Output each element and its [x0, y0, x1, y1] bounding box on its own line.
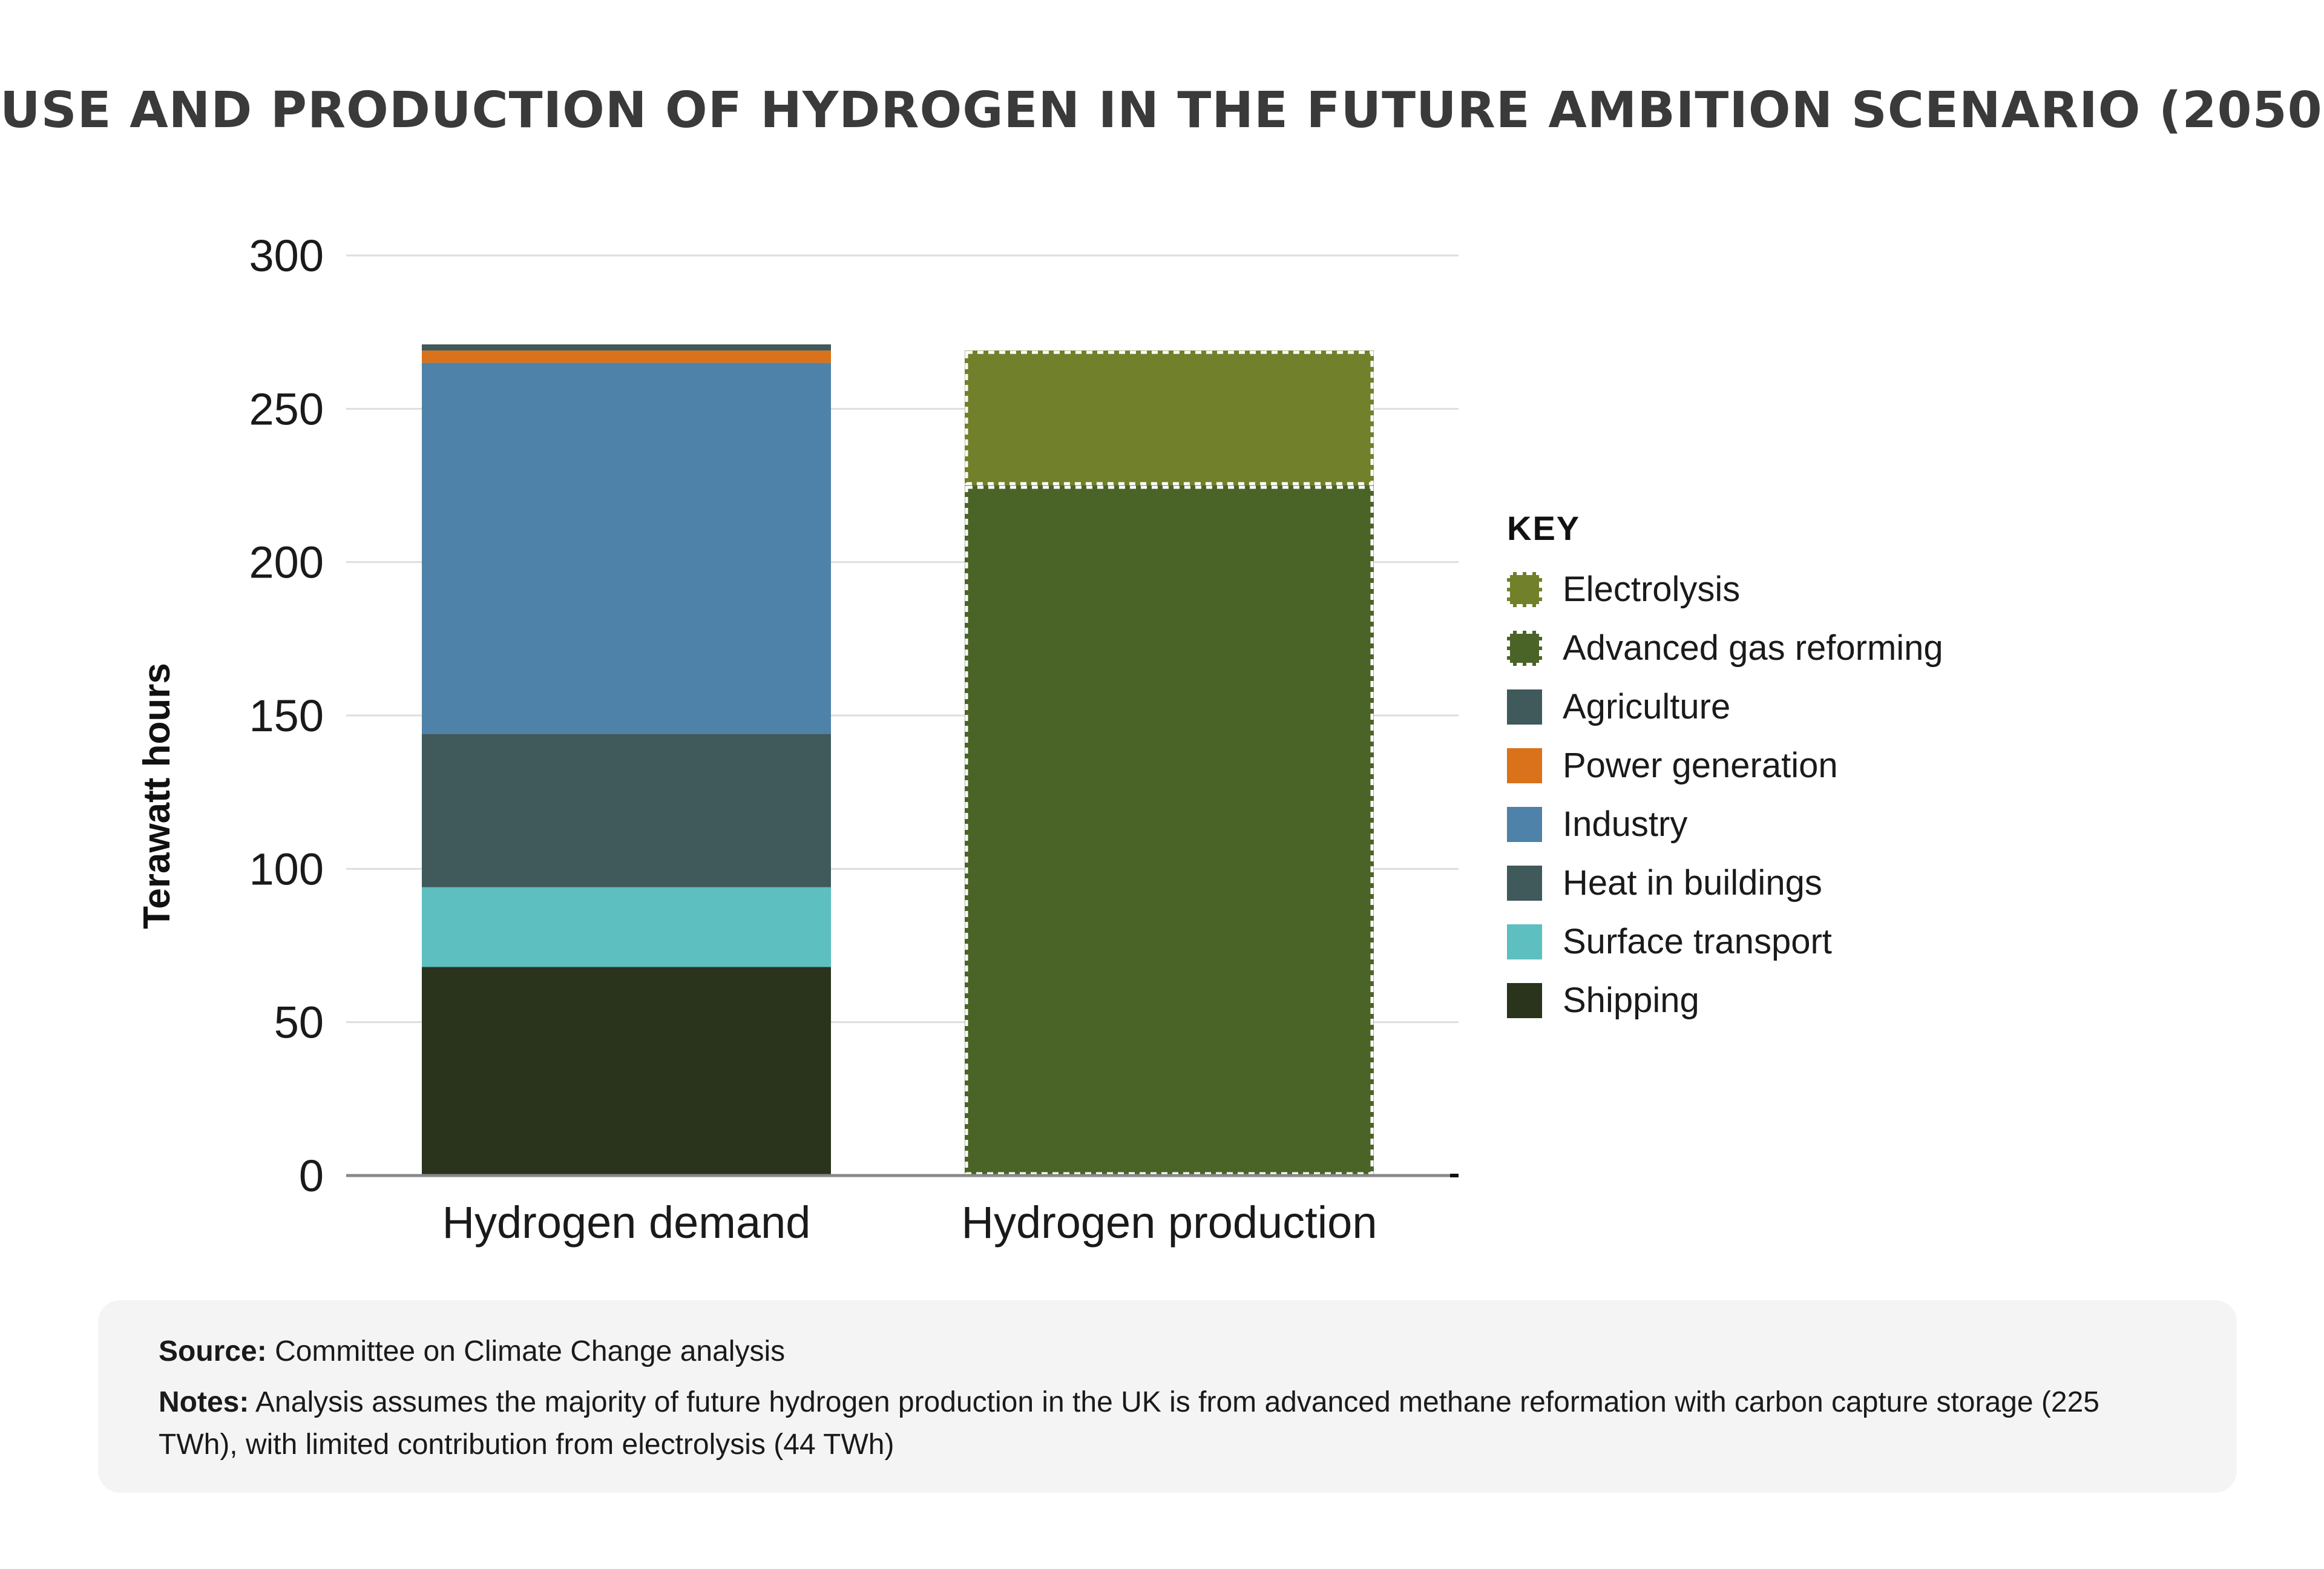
legend: KEY Electrolysis Advanced gas reforming Ag… — [1507, 508, 1943, 1030]
notes-label: Notes: — [159, 1386, 249, 1418]
legend-swatch — [1507, 689, 1542, 725]
source-text: Committee on Climate Change analysis — [275, 1335, 786, 1367]
legend-swatch — [1507, 748, 1542, 783]
legend-item: Agriculture — [1507, 677, 1943, 736]
legend-label: Agriculture — [1563, 687, 1731, 726]
notes-line: Notes: Analysis assumes the majority of … — [159, 1381, 2176, 1466]
legend-swatch — [1507, 806, 1542, 842]
legend-label: Electrolysis — [1563, 570, 1741, 609]
bar-segment-electrolysis — [965, 350, 1374, 485]
chart-title: USE AND PRODUCTION OF HYDROGEN IN THE FU… — [0, 82, 2324, 139]
bar-segment-agriculture — [422, 344, 831, 351]
notes-text: Analysis assumes the majority of future … — [159, 1386, 2099, 1461]
legend-label: Surface transport — [1563, 922, 1832, 961]
legend-title: KEY — [1507, 509, 1581, 547]
legend-label: Shipping — [1563, 981, 1699, 1020]
bar-segment-surface-transport — [422, 887, 831, 967]
x-tick-label: Hydrogen production — [962, 1197, 1377, 1248]
bar-segment-advanced-gas-reforming — [965, 485, 1374, 1176]
legend-swatch — [1507, 630, 1542, 666]
legend-label: Advanced gas reforming — [1563, 628, 1943, 668]
legend-swatch — [1507, 924, 1542, 959]
notes-panel: Source: Committee on Climate Change anal… — [98, 1300, 2237, 1493]
bar-segment-heat-in-buildings — [422, 734, 831, 887]
legend-item: Electrolysis — [1507, 560, 1943, 619]
legend-item: Heat in buildings — [1507, 854, 1943, 912]
bar-segment-power-generation — [422, 350, 831, 363]
legend-swatch — [1507, 865, 1542, 901]
y-axis-title: Terawatt hours — [136, 663, 178, 929]
y-tick-label: 300 — [249, 231, 324, 281]
x-tick-label: Hydrogen demand — [442, 1197, 811, 1248]
legend-swatch — [1507, 982, 1542, 1018]
legend-item: Shipping — [1507, 971, 1943, 1030]
legend-item: Power generation — [1507, 736, 1943, 795]
y-tick-label: 0 — [299, 1151, 324, 1201]
legend-label: Industry — [1563, 804, 1688, 844]
y-tick-label: 200 — [249, 538, 324, 588]
source-label: Source: — [159, 1335, 267, 1367]
y-tick-label: 250 — [249, 384, 324, 434]
legend-item: Industry — [1507, 795, 1943, 854]
y-tick-label: 100 — [249, 844, 324, 894]
bar-segment-outline — [965, 350, 1374, 485]
source-line: Source: Committee on Climate Change anal… — [159, 1331, 2176, 1373]
bar-segment-shipping — [422, 967, 831, 1176]
legend-swatch — [1507, 571, 1542, 607]
legend-item: Surface transport — [1507, 912, 1943, 971]
legend-label: Heat in buildings — [1563, 863, 1822, 903]
legend-label: Power generation — [1563, 746, 1838, 785]
y-tick-label: 50 — [274, 998, 324, 1048]
legend-item: Advanced gas reforming — [1507, 619, 1943, 677]
y-tick-label: 150 — [249, 691, 324, 741]
bar-segment-industry — [422, 363, 831, 734]
